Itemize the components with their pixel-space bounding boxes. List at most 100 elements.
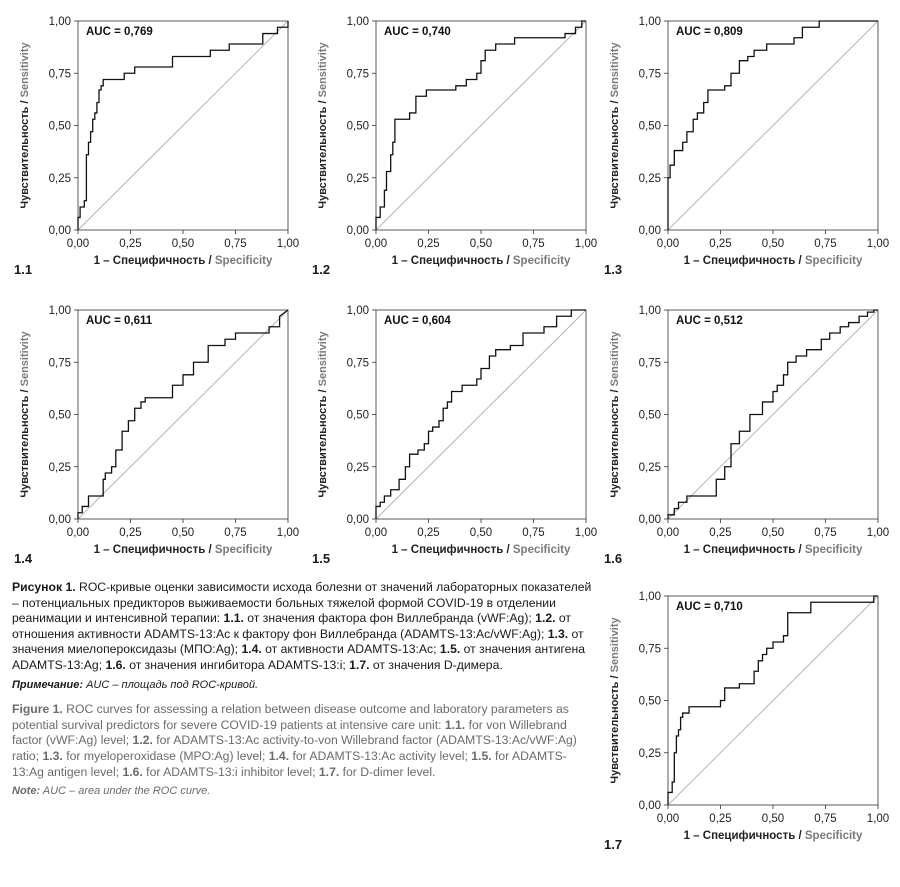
x-tick-label: 0,50	[172, 527, 194, 539]
caption-ru-text: от значения ингибитора ADAMTS-13:i;	[125, 657, 350, 672]
roc-chart-svg: 0,000,00 0,25 0,25 0,50 0,50 0,75 0,75 1,00 1,00…	[317, 305, 597, 556]
x-axis-label: 1 – Специфичность / Specificity	[684, 830, 863, 842]
x-tick-label: 0,75	[814, 238, 836, 250]
y-tick-label: 0,50	[347, 410, 369, 422]
caption-en-text: for D-dimer level.	[339, 764, 436, 779]
y-tick-label: 0,25	[49, 462, 71, 474]
caption-en: Figure 1. ROC curves for assessing a rel…	[12, 702, 597, 780]
x-tick-label: 0,50	[470, 238, 492, 250]
y-axis-label-sep: /	[19, 97, 31, 106]
y-tick-label: 0,75	[639, 68, 661, 80]
y-tick-label: 0,00	[49, 225, 71, 237]
y-tick-label: 0,50	[639, 121, 661, 133]
y-tick-label: 1,00	[639, 305, 661, 317]
roc-curve	[375, 309, 586, 519]
x-tick-label: 0,75	[224, 527, 246, 539]
auc-label: AUC = 0,604	[384, 315, 451, 327]
note-ru-key: Примечание:	[12, 678, 84, 691]
y-tick-label: 0,00	[49, 514, 71, 526]
x-tick-label: 0,00	[365, 527, 387, 539]
roc-chart-svg: 0,000,00 0,25 0,25 0,50 0,50 0,75 0,75 1,00 1,00…	[317, 16, 597, 267]
y-tick-label: 0,50	[347, 121, 369, 133]
y-tick-label: 0,00	[347, 514, 369, 526]
y-tick-label: 0,25	[639, 462, 661, 474]
x-tick-label: 1,00	[867, 527, 889, 539]
panel-number: 1.2	[312, 262, 331, 277]
x-tick-label: 1,00	[867, 238, 889, 250]
caption-en-key: 1.7.	[318, 764, 340, 779]
caption-en-key: 1.2.	[132, 733, 153, 748]
caption-en-key: 1.6.	[122, 764, 143, 779]
y-axis-label-en: Sensitivity	[317, 330, 329, 386]
x-tick-label: 0,25	[119, 527, 141, 539]
panel-number: 1.6	[604, 551, 623, 566]
x-axis-label-en: Specificity	[805, 830, 863, 842]
note-en: Note: AUC – area under the ROC curve.	[12, 784, 597, 800]
y-axis-label: Чувствительность / Sensitivity	[19, 41, 31, 208]
y-tick-label: 1,00	[639, 16, 661, 28]
y-axis-label-en: Sensitivity	[19, 330, 31, 386]
y-tick-label: 0,50	[639, 696, 661, 708]
roc-chart-svg: 0,000,00 0,25 0,25 0,50 0,50 0,75 0,75 1,00 1,00…	[19, 16, 299, 267]
x-tick-label: 0,25	[417, 238, 439, 250]
y-tick-label: 0,00	[347, 225, 369, 237]
y-tick-label: 0,25	[639, 173, 661, 185]
y-tick-label: 0,50	[49, 410, 71, 422]
caption-ru-text: от отношения активности ADAMTS-13:Ac к ф…	[12, 611, 571, 641]
caption-en-key: 1.1.	[444, 717, 466, 732]
x-tick-label: 0,75	[522, 238, 544, 250]
y-axis-label-en: Sensitivity	[609, 41, 621, 97]
y-axis-label-ru: Чувствительность	[609, 106, 621, 208]
x-tick-label: 0,75	[814, 527, 836, 539]
y-axis-label-ru: Чувствительность	[19, 395, 31, 497]
x-axis-label-sep: /	[205, 544, 215, 556]
caption-en-text: for myeloperoxidase (MPO:Ag) level;	[62, 748, 269, 763]
roc-curve	[77, 309, 289, 519]
y-tick-label: 1,00	[347, 305, 369, 317]
x-tick-label: 0,50	[172, 238, 194, 250]
caption-ru-key: 1.2.	[535, 611, 556, 626]
x-axis-label-ru: 1 – Специфичность	[94, 255, 206, 267]
roc-curve	[667, 20, 878, 230]
y-tick-label: 0,25	[639, 748, 661, 760]
x-tick-label: 0,75	[522, 527, 544, 539]
reference-diagonal	[77, 20, 289, 231]
x-tick-label: 0,00	[657, 527, 679, 539]
y-tick-label: 0,75	[49, 357, 71, 369]
x-tick-label: 0,50	[762, 527, 784, 539]
x-tick-label: 1,00	[575, 527, 597, 539]
y-tick-label: 0,25	[347, 462, 369, 474]
auc-label: AUC = 0,740	[384, 26, 451, 38]
y-axis-label-sep: /	[19, 386, 31, 395]
x-axis-label: 1 – Специфичность / Specificity	[684, 544, 863, 556]
panel-number: 1.1	[14, 262, 33, 277]
x-axis-label-sep: /	[795, 830, 805, 842]
roc-panel-1-6: 0,00 0,00 0,25 0,25 0,50 0,50 0,75 0,75 1,00 1,00…	[590, 289, 889, 566]
auc-label: AUC = 0,809	[676, 26, 743, 38]
note-ru-text: AUC – площадь под ROC-кривой.	[83, 678, 259, 691]
reference-diagonal	[667, 595, 879, 806]
x-axis-label: 1 – Специфичность / Specificity	[684, 255, 863, 267]
roc-curve	[667, 309, 878, 519]
roc-panel-1-1: 0,00 0,00 0,25 0,25 0,50 0,50 0,75 0,75 1,00 1,00…	[0, 0, 299, 277]
y-axis-label-en: Sensitivity	[19, 41, 31, 97]
y-axis-label-sep: /	[317, 386, 329, 395]
y-tick-label: 0,75	[639, 643, 661, 655]
x-tick-label: 0,50	[762, 813, 784, 825]
x-axis-label-en: Specificity	[215, 255, 273, 267]
x-tick-label: 0,75	[224, 238, 246, 250]
x-tick-label: 0,50	[470, 527, 492, 539]
auc-label: AUC = 0,769	[86, 26, 153, 38]
x-tick-label: 0,75	[814, 813, 836, 825]
roc-chart-svg: 0,000,00 0,25 0,25 0,50 0,50 0,75 0,75 1,00 1,00…	[609, 591, 889, 842]
note-ru: Примечание: AUC – площадь под ROC-кривой…	[12, 678, 597, 694]
caption-ru-text: от значения миелопероксидазы (МПО:Ag);	[12, 626, 584, 657]
x-axis-label-ru: 1 – Специфичность	[684, 255, 796, 267]
caption-ru-key: 1.6.	[105, 657, 126, 672]
reference-diagonal	[667, 20, 879, 231]
caption-ru-text: от значения антигена ADAMTS-13:Ag;	[12, 642, 585, 672]
x-tick-label: 0,00	[365, 238, 387, 250]
caption-en-text: for ADAMTS-13:Ag antigen level;	[12, 748, 567, 779]
y-axis-label-ru: Чувствительность	[19, 106, 31, 208]
y-tick-label: 0,25	[347, 173, 369, 185]
